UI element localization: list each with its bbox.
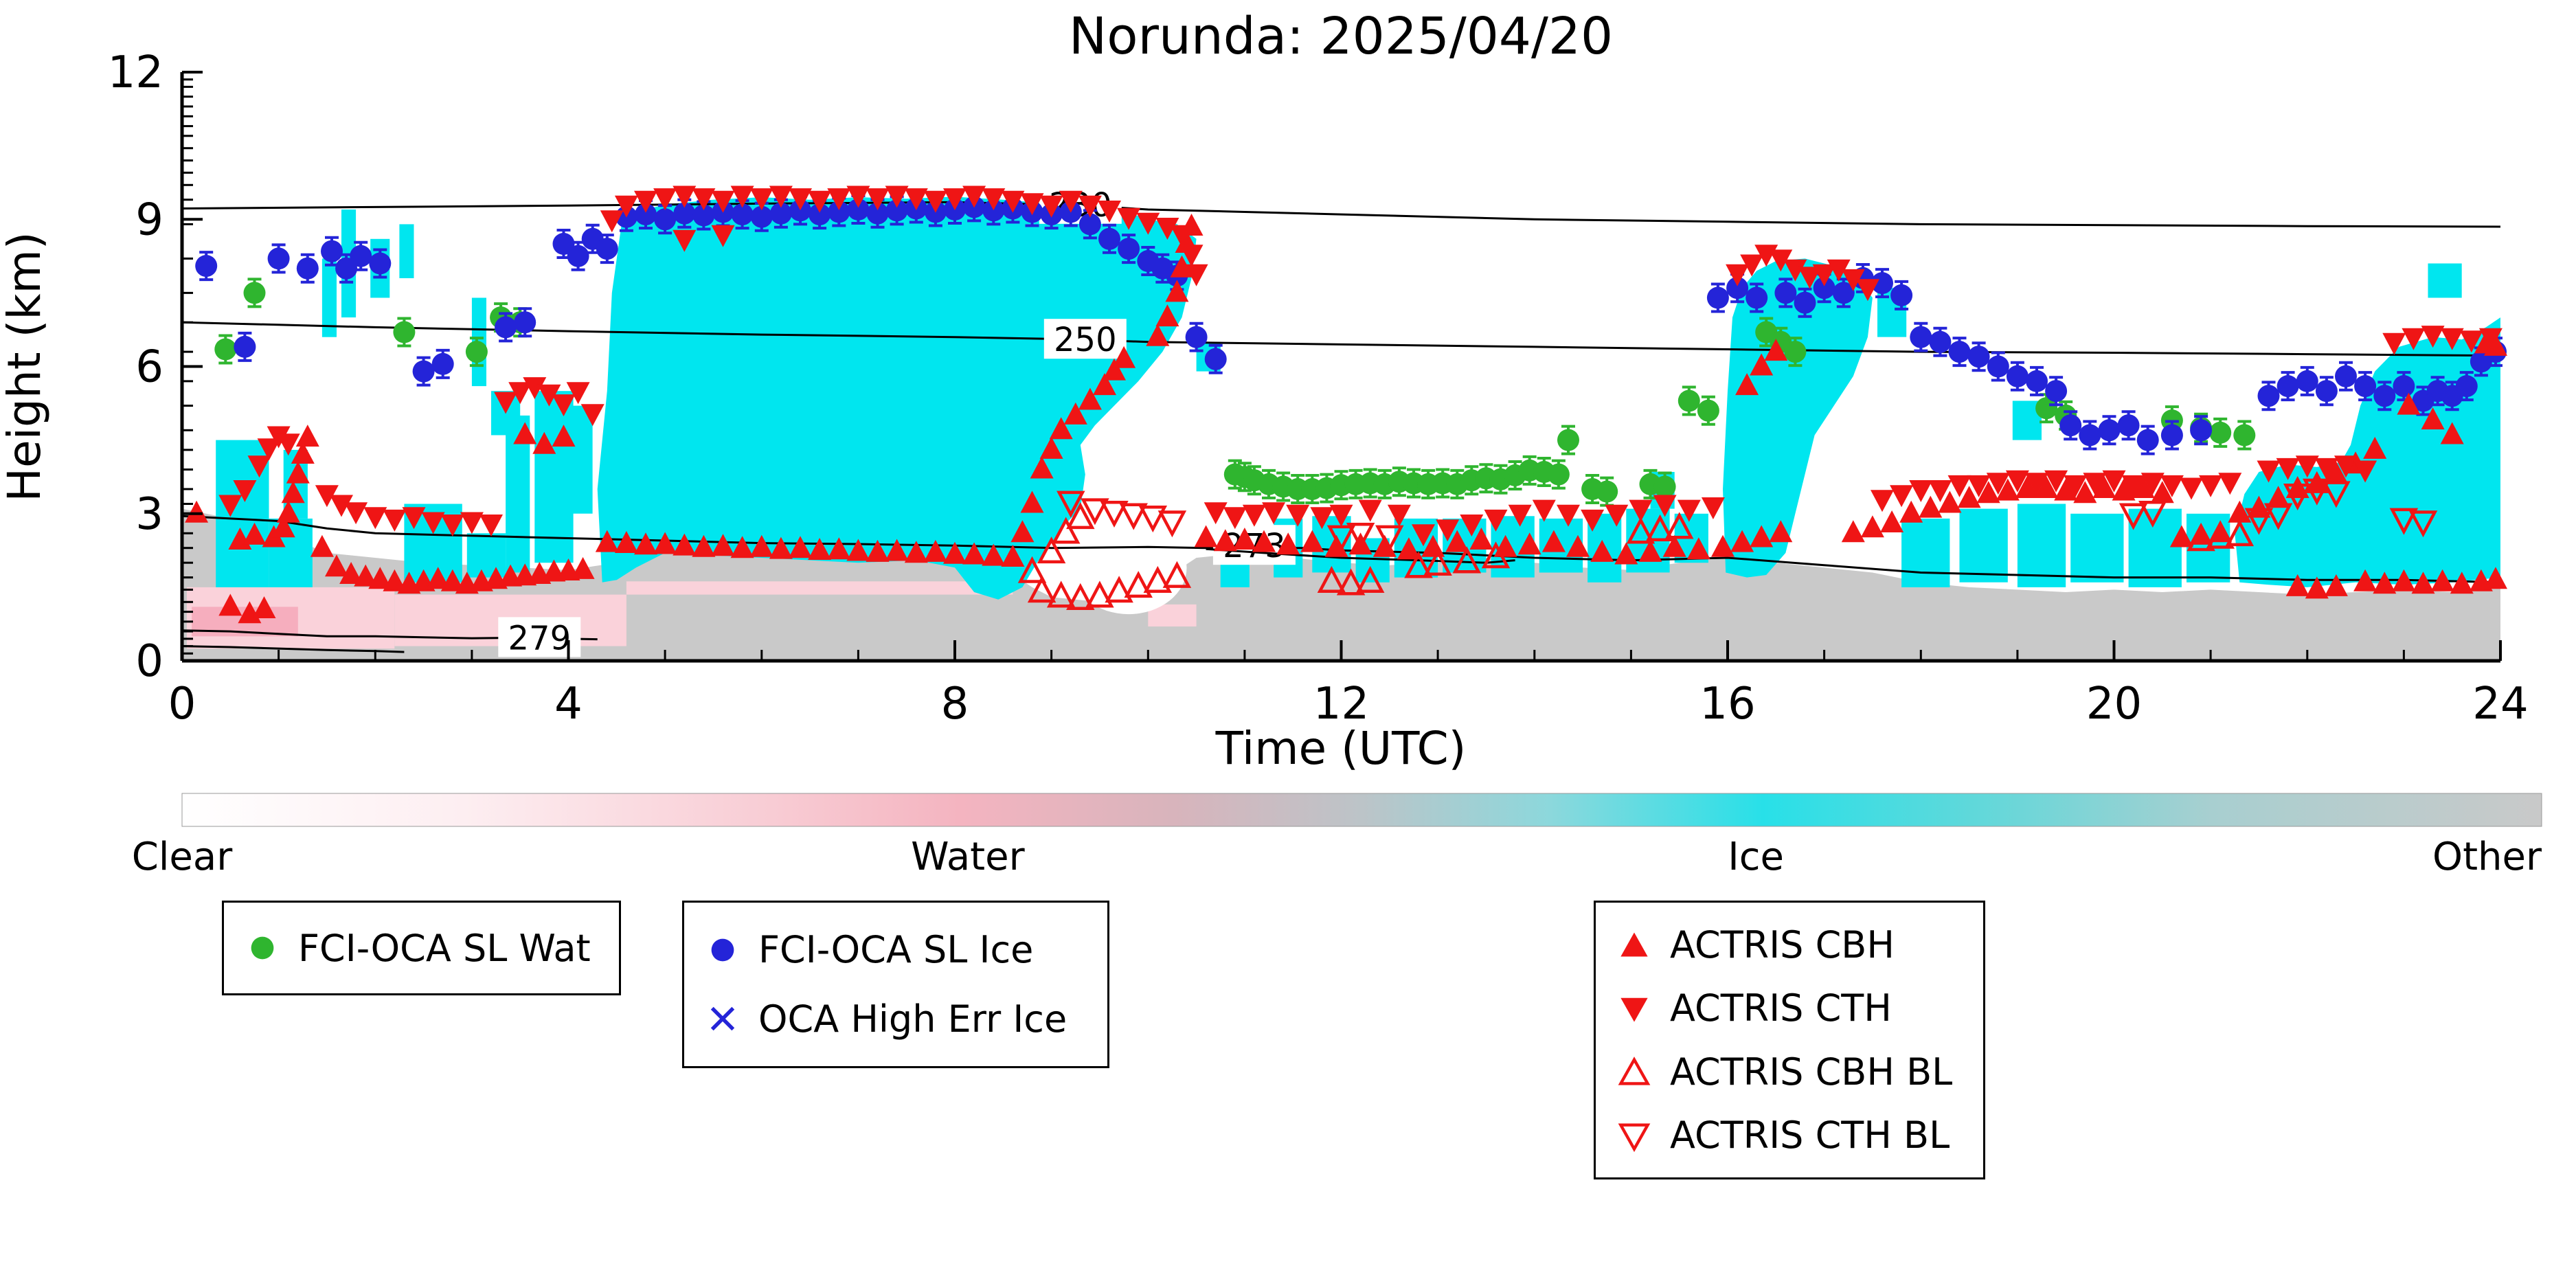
triangle-up-open-marker-icon xyxy=(1618,1057,1651,1085)
legend-actris: ACTRIS CBH ACTRIS CTH ACTRIS CBH BL ACTR… xyxy=(1594,901,1985,1179)
series-fci-oca-sl-ice xyxy=(195,192,2507,455)
x-marker-icon xyxy=(710,1006,735,1031)
colorbar xyxy=(181,793,2542,827)
colorbar-labels: Clear Water Ice Other xyxy=(132,835,2542,879)
svg-text:Clear: Clear xyxy=(132,835,233,879)
svg-text:8: 8 xyxy=(941,679,969,730)
svg-text:0: 0 xyxy=(168,679,196,730)
series-actris-cbh-bl xyxy=(1017,502,2255,610)
svg-text:12: 12 xyxy=(1313,679,1369,730)
svg-text:24: 24 xyxy=(2472,679,2528,730)
legend-item-cth: ACTRIS CTH xyxy=(1596,986,1983,1030)
legend-item-high-err-ice: OCA High Err Ice xyxy=(684,997,1107,1041)
series-actris-cth xyxy=(218,185,2502,547)
x-axis-label: Time (UTC) xyxy=(1215,722,1467,775)
series-actris-cth-bl xyxy=(1057,478,2438,552)
triangle-up-filled-marker-icon xyxy=(1620,932,1648,957)
legend-fci-oca-wat: FCI-OCA SL Wat xyxy=(222,901,621,995)
legend-label-cth-bl: ACTRIS CTH BL xyxy=(1670,1114,1950,1157)
scatter-series xyxy=(185,185,2507,624)
triangle-down-filled-marker-icon xyxy=(1620,997,1648,1022)
axes: 0 4 8 12 16 20 24 0 3 6 9 12 xyxy=(108,47,2529,730)
svg-text:0: 0 xyxy=(135,636,163,687)
svg-text:250: 250 xyxy=(1054,321,1117,359)
legend-item-sl-ice: FCI-OCA SL Ice xyxy=(684,928,1107,971)
svg-text:279: 279 xyxy=(508,619,571,657)
legend-label-cbh-bl: ACTRIS CBH BL xyxy=(1670,1050,1953,1094)
svg-text:12: 12 xyxy=(108,47,163,98)
legend-item-cbh: ACTRIS CBH xyxy=(1596,923,1983,967)
legend-item-cbh-bl: ACTRIS CBH BL xyxy=(1596,1050,1983,1094)
legend-item-sl-wat: FCI-OCA SL Wat xyxy=(224,927,619,970)
y-axis-label: Height (km) xyxy=(0,231,51,501)
ice-circle-marker-icon xyxy=(711,938,734,962)
legend-label-cth: ACTRIS CTH xyxy=(1670,986,1892,1030)
legend-label-sl-wat: FCI-OCA SL Wat xyxy=(298,926,591,970)
svg-text:16: 16 xyxy=(1699,679,1755,730)
chart-title: Norunda: 2025/04/20 xyxy=(1069,7,1613,66)
svg-text:3: 3 xyxy=(135,489,163,540)
legend-label-high-err-ice: OCA High Err Ice xyxy=(758,997,1067,1041)
triangle-down-open-marker-icon xyxy=(1618,1123,1651,1152)
legend-label-sl-ice: FCI-OCA SL Ice xyxy=(758,928,1034,972)
svg-text:4: 4 xyxy=(554,679,583,730)
water-circle-marker-icon xyxy=(251,936,274,960)
svg-text:20: 20 xyxy=(2086,679,2142,730)
svg-text:Other: Other xyxy=(2432,835,2542,879)
svg-text:9: 9 xyxy=(135,194,163,245)
legend-fci-oca-ice: FCI-OCA SL Ice OCA High Err Ice xyxy=(682,901,1109,1068)
legend-label-cbh: ACTRIS CBH xyxy=(1670,923,1895,967)
svg-text:6: 6 xyxy=(135,342,163,393)
series-actris-cbh xyxy=(185,214,2507,624)
svg-text:Water: Water xyxy=(911,835,1026,879)
legend-item-cth-bl: ACTRIS CTH BL xyxy=(1596,1114,1983,1157)
svg-text:Ice: Ice xyxy=(1728,835,1784,879)
